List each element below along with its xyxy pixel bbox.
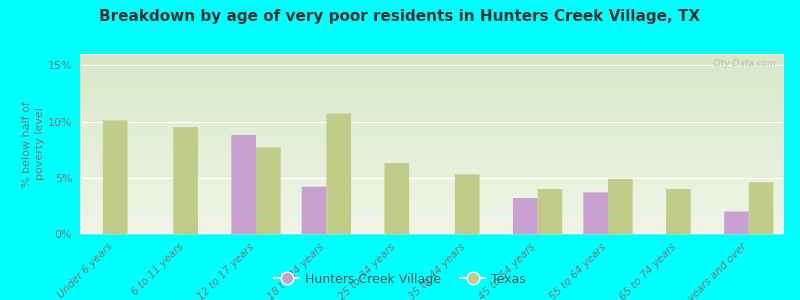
Bar <box>538 189 562 234</box>
Bar <box>174 127 198 234</box>
Bar <box>749 182 774 234</box>
Bar <box>302 187 326 234</box>
Legend: Hunters Creek Village, Texas: Hunters Creek Village, Texas <box>269 268 531 291</box>
Bar <box>513 198 538 234</box>
Bar <box>231 135 256 234</box>
Bar <box>385 163 409 234</box>
Bar <box>666 189 690 234</box>
Bar <box>256 147 281 234</box>
Text: Breakdown by age of very poor residents in Hunters Creek Village, TX: Breakdown by age of very poor residents … <box>99 9 701 24</box>
Bar <box>724 212 749 234</box>
Bar <box>326 114 351 234</box>
Bar <box>608 179 633 234</box>
Bar <box>455 174 479 234</box>
Text: City-Data.com: City-Data.com <box>713 59 777 68</box>
Y-axis label: % below half of
poverty level: % below half of poverty level <box>22 101 45 187</box>
Bar <box>583 192 608 234</box>
Bar <box>103 120 127 234</box>
